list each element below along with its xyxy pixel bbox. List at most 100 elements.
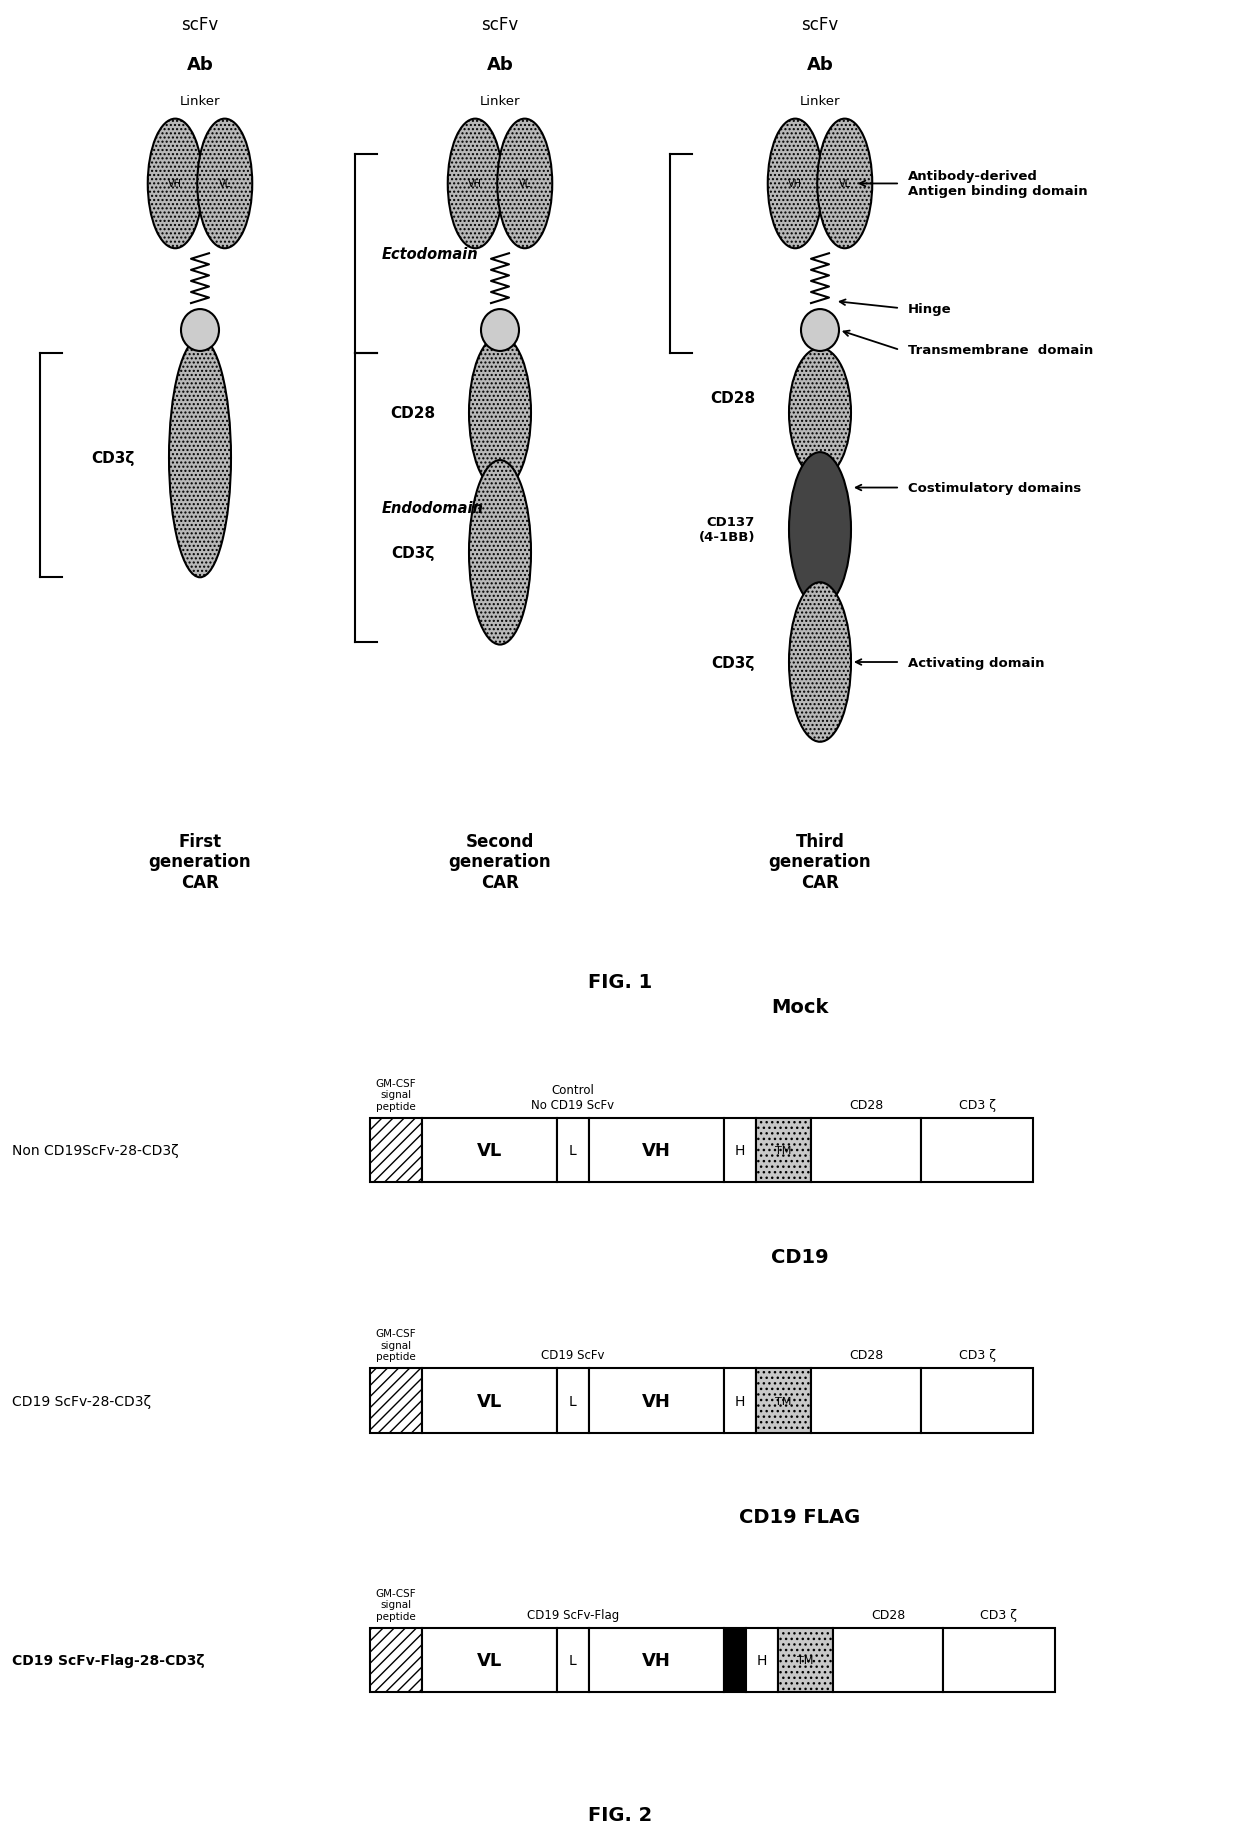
Text: Ectodomain: Ectodomain [382, 246, 479, 262]
Ellipse shape [817, 120, 872, 249]
Text: CD3 ζ: CD3 ζ [981, 1608, 1018, 1621]
Bar [921, 1118, 1033, 1183]
Text: Hinge: Hinge [908, 303, 951, 316]
Ellipse shape [801, 310, 839, 351]
Text: TM: TM [775, 1395, 791, 1406]
Text: CD19 ScFv-Flag: CD19 ScFv-Flag [527, 1608, 619, 1621]
Bar [557, 1628, 589, 1693]
Text: L: L [569, 1393, 577, 1408]
Text: Linker: Linker [180, 94, 221, 109]
Text: L: L [569, 1654, 577, 1667]
Text: VL: VL [477, 1392, 502, 1410]
Ellipse shape [497, 120, 552, 249]
Text: Endodomain: Endodomain [382, 501, 484, 516]
Text: CD19: CD19 [771, 1247, 828, 1266]
Text: CD19 FLAG: CD19 FLAG [739, 1506, 861, 1526]
Text: VL: VL [518, 179, 531, 188]
Text: Mock: Mock [771, 998, 828, 1016]
Text: Ab: Ab [187, 55, 213, 74]
Text: scFv: scFv [481, 17, 518, 33]
Bar [756, 1369, 811, 1432]
Text: CD3 ζ: CD3 ζ [959, 1349, 996, 1362]
Ellipse shape [469, 460, 531, 645]
Bar [724, 1118, 756, 1183]
Text: Ab: Ab [486, 55, 513, 74]
Text: GM-CSF
signal
peptide: GM-CSF signal peptide [376, 1077, 417, 1111]
Text: VL: VL [838, 179, 851, 188]
Text: scFv: scFv [801, 17, 838, 33]
Text: Third
generation
CAR: Third generation CAR [769, 832, 872, 893]
Text: VH: VH [169, 179, 182, 188]
Ellipse shape [181, 310, 219, 351]
Ellipse shape [197, 120, 252, 249]
Text: Non CD19ScFv-28-CD3ζ: Non CD19ScFv-28-CD3ζ [12, 1144, 179, 1157]
Text: VH: VH [642, 1142, 671, 1159]
Ellipse shape [448, 120, 502, 249]
Bar [422, 1369, 557, 1432]
Bar [921, 1369, 1033, 1432]
Text: H: H [735, 1393, 745, 1408]
Text: Transmembrane  domain: Transmembrane domain [908, 344, 1094, 357]
Text: Antibody-derived
Antigen binding domain: Antibody-derived Antigen binding domain [908, 170, 1087, 198]
Bar [724, 1628, 746, 1693]
Text: VH: VH [469, 179, 482, 188]
Text: L: L [569, 1144, 577, 1157]
Ellipse shape [789, 453, 851, 608]
Text: VL: VL [218, 179, 231, 188]
Bar [589, 1118, 724, 1183]
Bar [370, 1118, 422, 1183]
Text: VL: VL [477, 1142, 502, 1159]
Bar [589, 1628, 724, 1693]
Text: VH: VH [642, 1392, 671, 1410]
Ellipse shape [169, 338, 231, 578]
Text: CD28: CD28 [870, 1608, 905, 1621]
Bar [756, 1118, 811, 1183]
Text: CD3ζ: CD3ζ [92, 451, 135, 466]
Text: Ab: Ab [807, 55, 833, 74]
Text: Second
generation
CAR: Second generation CAR [449, 832, 552, 893]
Text: scFv: scFv [181, 17, 218, 33]
Ellipse shape [469, 336, 531, 492]
Text: H: H [756, 1654, 768, 1667]
Bar [557, 1369, 589, 1432]
Text: H: H [735, 1144, 745, 1157]
Text: CD28: CD28 [849, 1349, 883, 1362]
Bar [811, 1118, 921, 1183]
Text: CD3ζ: CD3ζ [712, 656, 755, 671]
Text: Linker: Linker [800, 94, 841, 109]
Text: GM-CSF
signal
peptide: GM-CSF signal peptide [376, 1329, 417, 1362]
Text: CD19 ScFv-28-CD3ζ: CD19 ScFv-28-CD3ζ [12, 1393, 151, 1408]
Text: Activating domain: Activating domain [908, 656, 1044, 669]
Text: CD19 ScFv-Flag-28-CD3ζ: CD19 ScFv-Flag-28-CD3ζ [12, 1654, 205, 1667]
Text: GM-CSF
signal
peptide: GM-CSF signal peptide [376, 1587, 417, 1621]
Text: FIG. 1: FIG. 1 [588, 972, 652, 991]
Ellipse shape [789, 349, 851, 479]
Bar [833, 1628, 942, 1693]
Text: CD3ζ: CD3ζ [392, 545, 435, 560]
Text: CD28: CD28 [389, 407, 435, 421]
Text: VH: VH [789, 179, 802, 188]
Text: TM: TM [797, 1656, 813, 1665]
Text: FIG. 2: FIG. 2 [588, 1804, 652, 1824]
Bar [942, 1628, 1055, 1693]
Ellipse shape [768, 120, 823, 249]
Text: Control
No CD19 ScFv: Control No CD19 ScFv [532, 1083, 615, 1111]
Bar [422, 1118, 557, 1183]
Ellipse shape [148, 120, 203, 249]
Ellipse shape [789, 582, 851, 743]
Bar [370, 1369, 422, 1432]
Bar [370, 1628, 422, 1693]
Bar [777, 1628, 833, 1693]
Text: TM: TM [775, 1146, 791, 1155]
Ellipse shape [481, 310, 520, 351]
Text: CD28: CD28 [849, 1098, 883, 1111]
Text: CD19 ScFv: CD19 ScFv [541, 1349, 605, 1362]
Text: CD3 ζ: CD3 ζ [959, 1098, 996, 1111]
Text: CD137
(4-1BB): CD137 (4-1BB) [698, 516, 755, 543]
Text: VL: VL [477, 1652, 502, 1669]
Bar [724, 1369, 756, 1432]
Text: CD28: CD28 [709, 392, 755, 407]
Bar [589, 1369, 724, 1432]
Bar [557, 1118, 589, 1183]
Bar [746, 1628, 777, 1693]
